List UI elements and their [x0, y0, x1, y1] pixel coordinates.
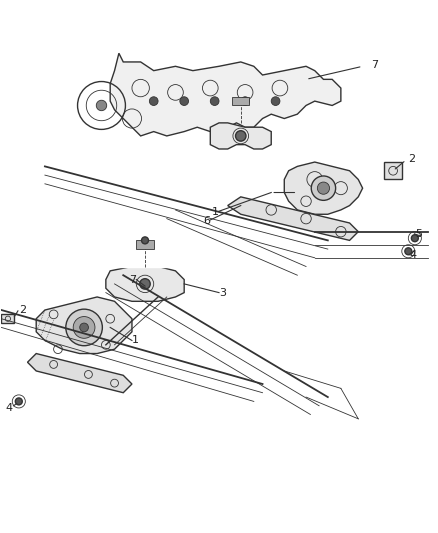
Polygon shape: [28, 353, 132, 393]
Circle shape: [141, 237, 148, 244]
Polygon shape: [210, 123, 271, 149]
Polygon shape: [1, 314, 14, 323]
Circle shape: [180, 97, 188, 106]
Circle shape: [318, 182, 329, 194]
Circle shape: [140, 279, 150, 289]
Circle shape: [311, 176, 336, 200]
Polygon shape: [36, 297, 132, 353]
Circle shape: [411, 235, 418, 241]
Text: 4: 4: [6, 403, 13, 413]
Polygon shape: [110, 53, 341, 136]
Text: 1: 1: [132, 335, 139, 345]
Bar: [1, 264, 437, 266]
Polygon shape: [228, 197, 358, 240]
Circle shape: [405, 248, 412, 255]
Circle shape: [96, 100, 107, 111]
Text: 6: 6: [203, 216, 210, 226]
Polygon shape: [136, 240, 154, 249]
Circle shape: [241, 97, 250, 106]
Circle shape: [73, 317, 95, 338]
Text: 4: 4: [410, 250, 417, 260]
Polygon shape: [385, 162, 402, 180]
Circle shape: [271, 97, 280, 106]
Circle shape: [80, 323, 88, 332]
Text: 2: 2: [408, 154, 416, 164]
Polygon shape: [106, 266, 184, 301]
Circle shape: [15, 398, 22, 405]
Text: 7: 7: [129, 274, 136, 285]
Text: 7: 7: [371, 60, 378, 70]
Circle shape: [210, 97, 219, 106]
Circle shape: [236, 131, 246, 141]
Text: 5: 5: [415, 229, 422, 239]
Text: 2: 2: [19, 305, 26, 315]
Text: 3: 3: [219, 288, 226, 297]
Text: 1: 1: [212, 207, 219, 217]
Circle shape: [149, 97, 158, 106]
Polygon shape: [232, 97, 250, 106]
Circle shape: [66, 309, 102, 346]
Polygon shape: [284, 162, 363, 214]
